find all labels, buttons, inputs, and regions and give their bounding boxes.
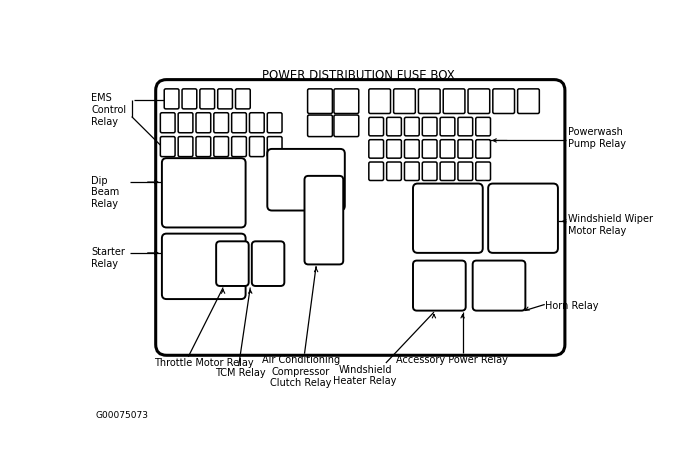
- Text: Windshield
Heater Relay: Windshield Heater Relay: [333, 365, 397, 386]
- FancyBboxPatch shape: [249, 113, 264, 133]
- FancyBboxPatch shape: [369, 117, 384, 136]
- Text: POWER DISTRIBUTION FUSE BOX: POWER DISTRIBUTION FUSE BOX: [262, 69, 455, 82]
- FancyBboxPatch shape: [458, 140, 472, 158]
- FancyBboxPatch shape: [476, 162, 491, 180]
- Text: Throttle Motor Relay: Throttle Motor Relay: [154, 358, 254, 368]
- FancyBboxPatch shape: [334, 115, 358, 137]
- FancyBboxPatch shape: [304, 176, 343, 264]
- FancyBboxPatch shape: [214, 113, 228, 133]
- FancyBboxPatch shape: [232, 137, 246, 157]
- FancyBboxPatch shape: [182, 89, 197, 109]
- FancyBboxPatch shape: [178, 137, 193, 157]
- FancyBboxPatch shape: [307, 115, 332, 137]
- FancyBboxPatch shape: [386, 117, 401, 136]
- FancyBboxPatch shape: [162, 234, 246, 299]
- FancyBboxPatch shape: [160, 137, 175, 157]
- FancyBboxPatch shape: [422, 140, 437, 158]
- FancyBboxPatch shape: [162, 158, 246, 227]
- FancyBboxPatch shape: [422, 117, 437, 136]
- FancyBboxPatch shape: [458, 117, 472, 136]
- FancyBboxPatch shape: [393, 89, 415, 114]
- FancyBboxPatch shape: [422, 162, 437, 180]
- FancyBboxPatch shape: [155, 80, 565, 355]
- FancyBboxPatch shape: [164, 89, 179, 109]
- FancyBboxPatch shape: [413, 184, 483, 253]
- FancyBboxPatch shape: [160, 113, 175, 133]
- FancyBboxPatch shape: [440, 140, 455, 158]
- FancyBboxPatch shape: [468, 89, 490, 114]
- FancyBboxPatch shape: [493, 89, 514, 114]
- FancyBboxPatch shape: [440, 117, 455, 136]
- FancyBboxPatch shape: [440, 162, 455, 180]
- FancyBboxPatch shape: [216, 241, 248, 286]
- FancyBboxPatch shape: [249, 137, 264, 157]
- FancyBboxPatch shape: [369, 162, 384, 180]
- FancyBboxPatch shape: [200, 89, 215, 109]
- FancyBboxPatch shape: [443, 89, 465, 114]
- FancyBboxPatch shape: [178, 113, 193, 133]
- FancyBboxPatch shape: [307, 89, 332, 114]
- Text: Horn Relay: Horn Relay: [545, 301, 598, 311]
- FancyBboxPatch shape: [369, 89, 391, 114]
- Text: EMS
Control
Relay: EMS Control Relay: [92, 93, 127, 127]
- Text: Accessory Power Relay: Accessory Power Relay: [395, 355, 508, 365]
- FancyBboxPatch shape: [267, 113, 282, 133]
- FancyBboxPatch shape: [488, 184, 558, 253]
- FancyBboxPatch shape: [405, 140, 419, 158]
- FancyBboxPatch shape: [405, 162, 419, 180]
- FancyBboxPatch shape: [267, 137, 282, 157]
- FancyBboxPatch shape: [369, 140, 384, 158]
- FancyBboxPatch shape: [405, 117, 419, 136]
- Text: Air Conditioning
Compressor
Clutch Relay: Air Conditioning Compressor Clutch Relay: [262, 355, 340, 389]
- FancyBboxPatch shape: [232, 113, 246, 133]
- Text: TCM Relay: TCM Relay: [216, 368, 266, 378]
- FancyBboxPatch shape: [476, 140, 491, 158]
- FancyBboxPatch shape: [196, 137, 211, 157]
- FancyBboxPatch shape: [267, 149, 345, 211]
- FancyBboxPatch shape: [214, 137, 228, 157]
- FancyBboxPatch shape: [473, 260, 526, 310]
- FancyBboxPatch shape: [218, 89, 232, 109]
- Text: Starter
Relay: Starter Relay: [92, 247, 125, 269]
- Text: Windshield Wiper
Motor Relay: Windshield Wiper Motor Relay: [568, 214, 653, 236]
- FancyBboxPatch shape: [458, 162, 472, 180]
- FancyBboxPatch shape: [252, 241, 284, 286]
- FancyBboxPatch shape: [196, 113, 211, 133]
- FancyBboxPatch shape: [419, 89, 440, 114]
- Text: Dip
Beam
Relay: Dip Beam Relay: [92, 176, 120, 209]
- FancyBboxPatch shape: [517, 89, 539, 114]
- FancyBboxPatch shape: [386, 140, 401, 158]
- FancyBboxPatch shape: [413, 260, 466, 310]
- Text: Powerwash
Pump Relay: Powerwash Pump Relay: [568, 127, 626, 149]
- FancyBboxPatch shape: [476, 117, 491, 136]
- Text: G00075073: G00075073: [95, 411, 148, 420]
- FancyBboxPatch shape: [386, 162, 401, 180]
- FancyBboxPatch shape: [334, 89, 358, 114]
- FancyBboxPatch shape: [235, 89, 251, 109]
